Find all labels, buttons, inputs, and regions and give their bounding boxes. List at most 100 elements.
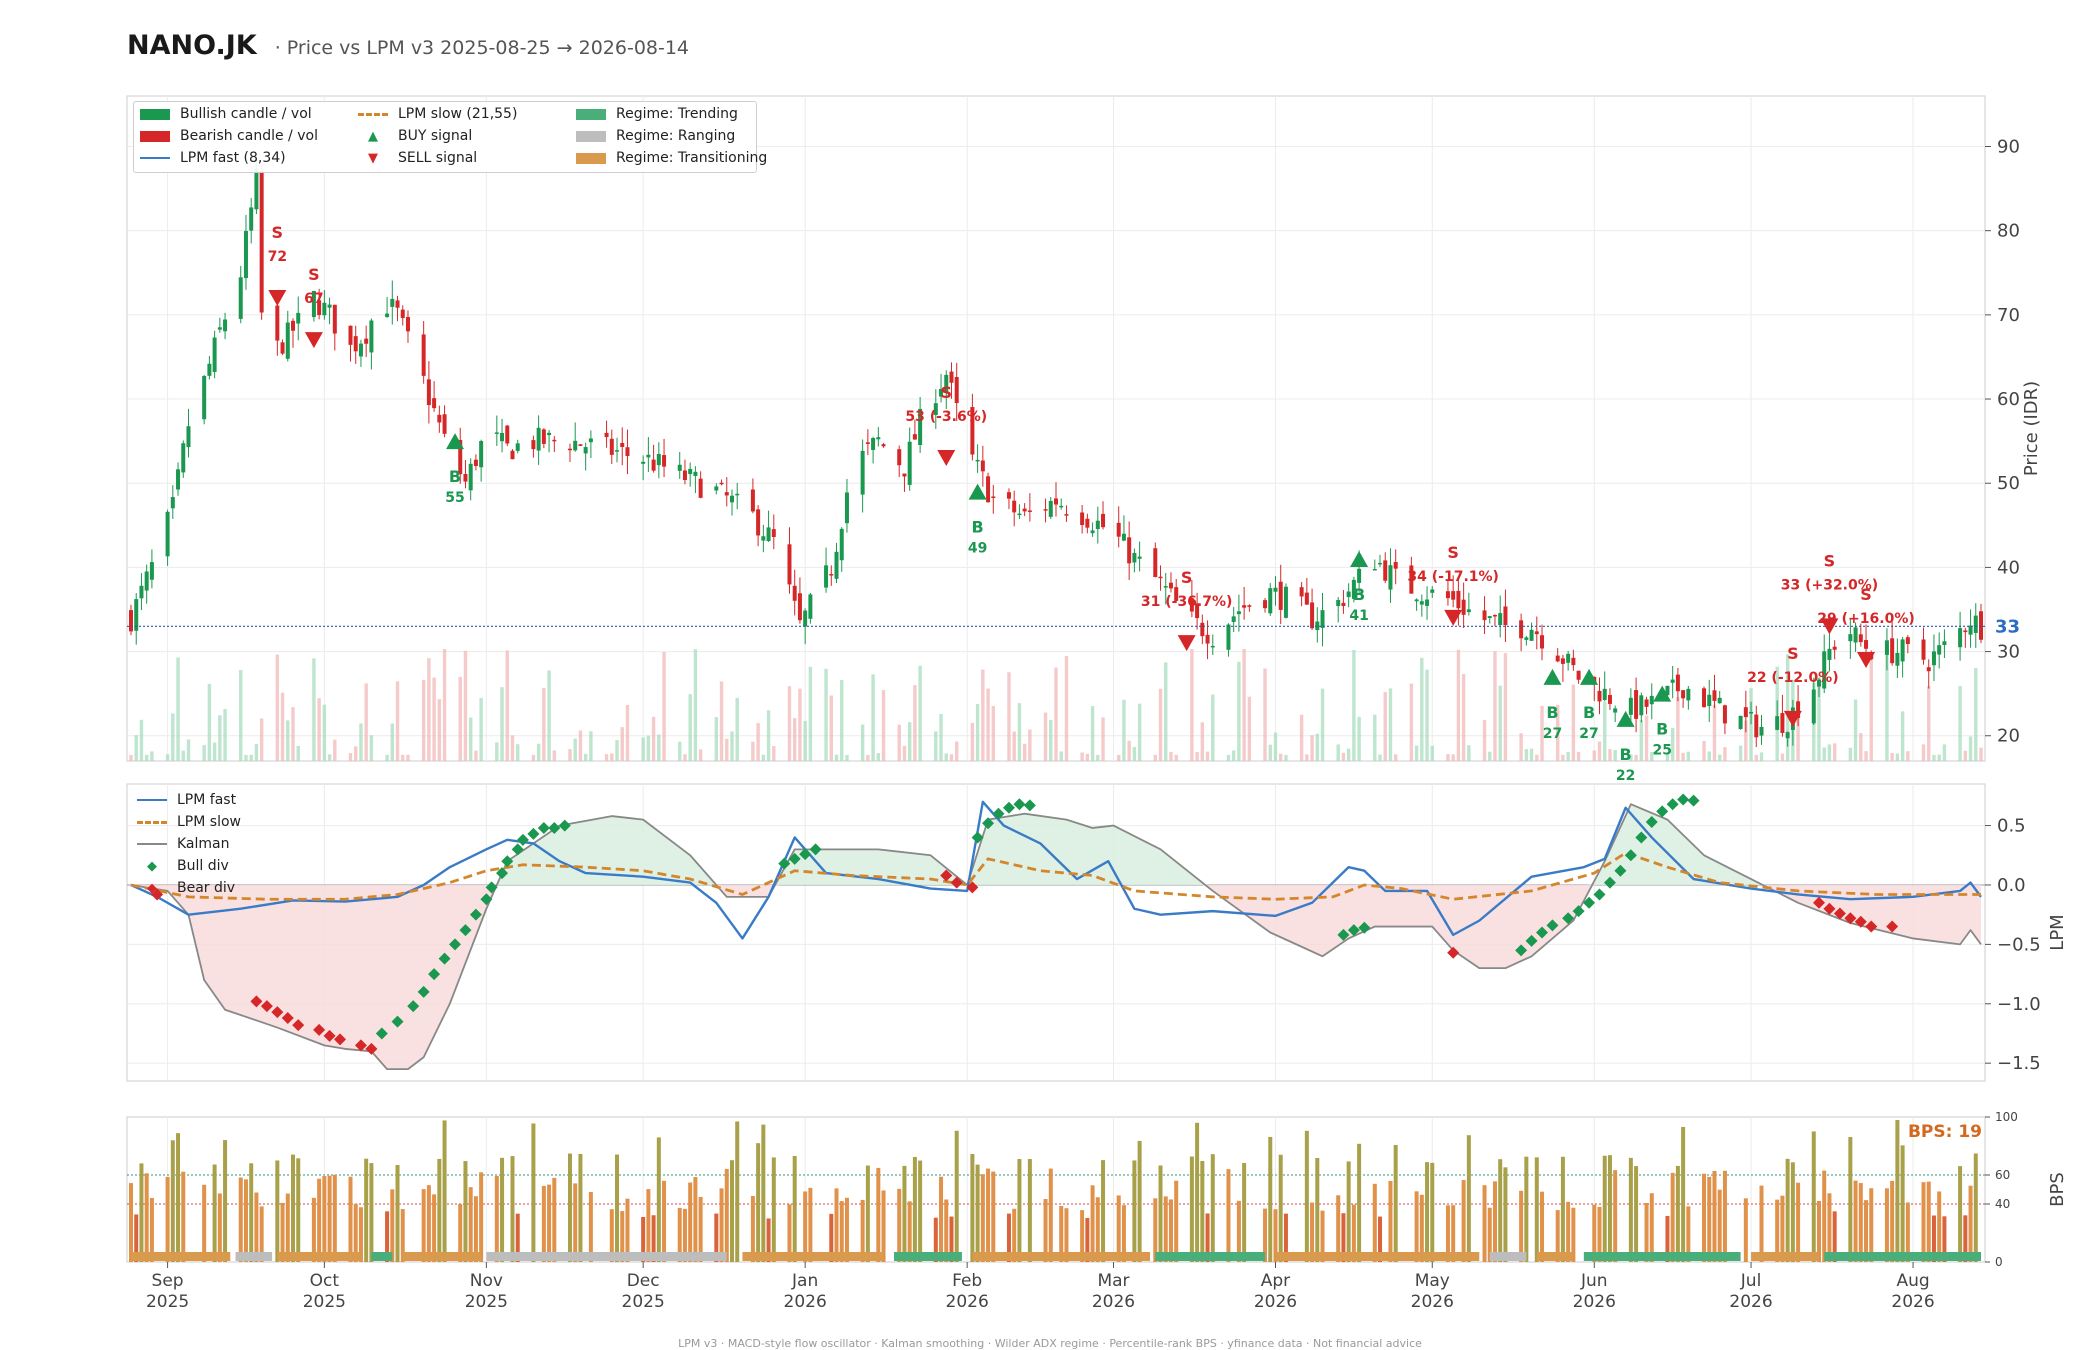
bps-bar [1378,1216,1383,1262]
bull-candle [223,319,228,332]
legend-swatch [576,130,606,142]
footer-note: LPM v3 · MACD-style flow oscillator · Ka… [678,1337,1422,1350]
bps-bar [1540,1191,1545,1262]
volume-bar [1597,741,1602,761]
bull-candle [646,454,651,458]
bps-bar [317,1178,322,1262]
bps-bar [202,1184,207,1262]
bull-div-marker [788,852,801,865]
bull-candle [1059,505,1064,508]
bear-candle [724,492,729,496]
bear-candle [1979,611,1983,640]
bull-candle [1487,616,1492,619]
legend-dash-swatch [358,112,388,116]
x-axis: Sep2025Oct2025Nov2025Dec2025Jan2026Feb20… [146,1262,1935,1312]
volume-bar [949,754,954,761]
bear-candle [1681,690,1686,699]
sell-signal-letter: S [1181,568,1193,587]
bull-candle [390,298,395,307]
bps-bar [1080,1210,1085,1262]
volume-bar [254,743,259,761]
bear-candle [1080,512,1085,526]
bull-candle [144,571,149,591]
bps-bar [1310,1202,1315,1262]
bps-bar [881,1190,886,1262]
bull-candle [1707,694,1712,707]
buy-signal-label: 22 [1616,768,1635,784]
bull-candle [1017,513,1022,516]
bear-candle [1247,605,1252,607]
bull-candle [876,437,881,440]
bps-bar [1811,1131,1816,1262]
volume-bar [474,750,478,761]
bull-candle [1738,715,1743,729]
bull-div-marker [799,848,812,861]
volume-bar [944,753,948,761]
bull-div-marker [537,821,550,834]
volume-bar [1488,751,1492,761]
bps-bar [1163,1196,1168,1262]
price-legend-item: Regime: Transitioning [576,150,767,166]
bps-bar [541,1185,546,1262]
bps-bar [1027,1159,1032,1262]
price-tick-label: 40 [1997,557,2020,578]
bear-candle [1310,602,1315,629]
bull-candle [1785,732,1790,739]
volume-bar [761,754,766,761]
bull-div-marker [1593,888,1606,901]
volume-bar [1937,754,1941,761]
legend-label: Bullish candle / vol [180,106,312,122]
lpm-tick-label: 0.0 [1997,875,2026,896]
volume-bar [1827,744,1832,761]
lpm-tick-label: 0.5 [1997,816,2026,837]
bps-bar [322,1176,327,1262]
sell-signal-marker [304,332,323,349]
bull-div-marker [548,821,561,834]
bull-candle [1602,688,1607,700]
volume-bar [1263,668,1267,761]
bull-candle [583,447,588,454]
volume-bar [1676,697,1680,761]
bull-candle [1163,586,1168,588]
bps-bar [1571,1207,1576,1262]
volume-bar [1603,701,1607,761]
bull-candle [1388,565,1393,590]
bear-candle [620,443,625,447]
bps-panel: 100 60 40 0 BPS BPS: 19 [126,1110,2068,1269]
bull-div-marker [1546,919,1559,932]
volume-bar [1231,750,1236,761]
bps-bar [714,1213,719,1262]
bear-candle [1085,518,1090,528]
bps-bar [651,1215,656,1262]
bear-div-marker [250,995,263,1008]
bull-div-marker [1002,801,1015,814]
bear-candle [1393,562,1398,569]
bps-bar [1827,1193,1832,1262]
bull-div-marker [1515,944,1528,957]
bull-candle [170,497,175,509]
regime-segment-trending [371,1252,393,1261]
price-legend-item: ▲ BUY signal [358,128,472,144]
bull-candle [656,453,661,466]
bps-bar [1686,1206,1691,1262]
volume-bar [505,650,509,761]
bps-bar [682,1208,687,1262]
bps-bar [1503,1167,1508,1262]
volume-bar [1670,727,1675,761]
bull-candle [714,486,719,491]
bull-candle [322,302,327,316]
volume-bar [1028,729,1032,761]
bps-bar [1649,1193,1654,1262]
volume-bar [871,674,875,761]
volume-bar [1613,749,1617,761]
volume-bar [907,722,912,761]
sell-signal-label: 33 (+32.0%) [1781,577,1878,593]
price-legend-item: LPM slow (21,55) [358,106,517,122]
bps-bar [1853,1180,1858,1262]
bps-bar [176,1133,181,1262]
bull-candle [975,459,980,462]
bear-candle [552,439,557,442]
bps-bar [1346,1161,1351,1262]
regime-segment-transitioning [1536,1252,1574,1261]
